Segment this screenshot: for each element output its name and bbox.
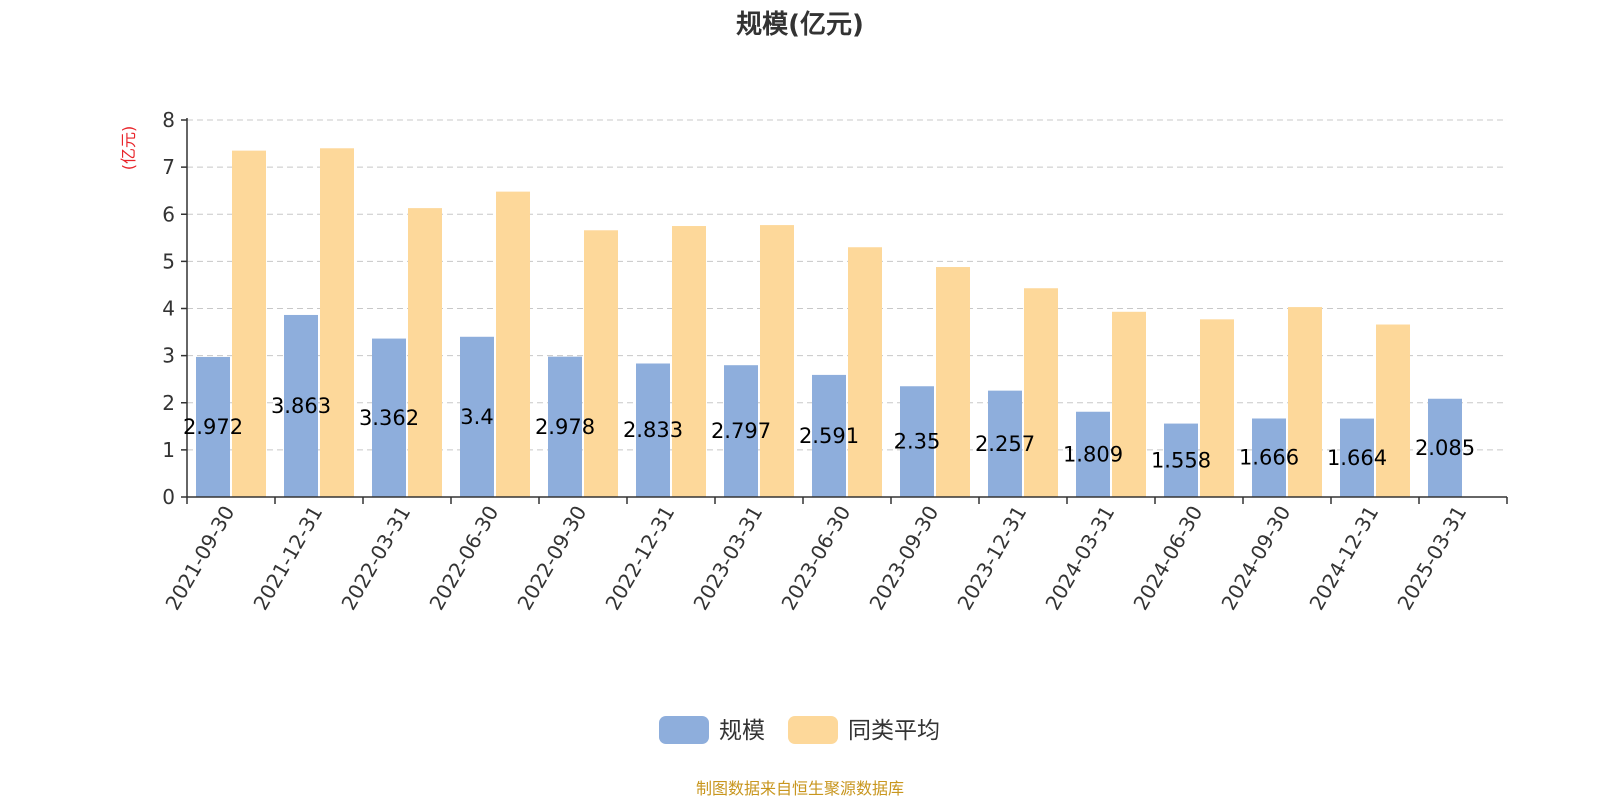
y-tick-label: 5 <box>162 249 175 273</box>
bar-data-label: 3.4 <box>460 405 493 429</box>
bar-data-label: 3.362 <box>359 406 419 430</box>
bar-peer-average[interactable] <box>408 208 442 497</box>
y-tick-label: 6 <box>162 202 175 226</box>
bar-scale[interactable] <box>196 356 230 497</box>
bar-data-label: 2.797 <box>711 419 771 443</box>
bar-data-label: 1.664 <box>1327 446 1387 470</box>
x-tick-label: 2024-09-30 <box>1216 502 1295 615</box>
legend-item-peer-average[interactable]: 同类平均 <box>788 716 940 744</box>
y-tick-label: 8 <box>162 108 175 132</box>
x-tick-label: 2025-03-31 <box>1392 502 1471 615</box>
x-tick-label: 2021-09-30 <box>160 502 239 615</box>
bar-data-label: 2.085 <box>1415 436 1475 460</box>
x-tick-label: 2021-12-31 <box>248 502 327 615</box>
x-tick-label: 2024-03-31 <box>1040 502 1119 615</box>
bars <box>196 148 1462 497</box>
legend-item-scale[interactable]: 规模 <box>659 716 765 744</box>
bar-peer-average[interactable] <box>760 225 794 497</box>
source-note: 制图数据来自恒生聚源数据库 <box>696 779 904 798</box>
x-tick-label: 2022-06-30 <box>424 502 503 615</box>
bar-scale[interactable] <box>548 356 582 497</box>
bar-peer-average[interactable] <box>848 247 882 497</box>
bar-data-label: 2.35 <box>894 430 941 454</box>
y-tick-label: 7 <box>162 155 175 179</box>
bar-data-label: 3.863 <box>271 394 331 418</box>
grid-lines <box>187 119 1507 451</box>
bar-scale[interactable] <box>1252 418 1286 497</box>
bar-scale[interactable] <box>1164 423 1198 497</box>
bar-peer-average[interactable] <box>1376 324 1410 497</box>
bar-scale[interactable] <box>1340 418 1374 497</box>
legend-label: 规模 <box>719 718 765 744</box>
bar-scale[interactable] <box>812 374 846 497</box>
x-tick-label: 2023-12-31 <box>952 502 1031 615</box>
bar-peer-average[interactable] <box>496 191 530 497</box>
bar-peer-average[interactable] <box>1200 319 1234 497</box>
bar-peer-average[interactable] <box>584 230 618 497</box>
bar-scale[interactable] <box>724 365 758 497</box>
legend-label: 同类平均 <box>848 718 940 744</box>
y-tick-label: 1 <box>162 438 175 462</box>
bar-data-label: 2.257 <box>975 432 1035 456</box>
bar-scale[interactable] <box>372 338 406 497</box>
bar-data-label: 2.978 <box>535 415 595 439</box>
legend-swatch <box>788 716 838 744</box>
bar-scale[interactable] <box>1428 398 1462 497</box>
bar-data-label: 1.666 <box>1239 446 1299 470</box>
y-tick-label: 0 <box>162 485 175 509</box>
x-tick-label: 2023-09-30 <box>864 502 943 615</box>
bar-scale[interactable] <box>636 363 670 497</box>
bar-data-label: 1.558 <box>1151 448 1211 472</box>
bar-peer-average[interactable] <box>672 226 706 497</box>
y-tick-label: 3 <box>162 344 175 368</box>
bar-labels: 2.972 3.863 3.362 3.4 2.978 2.833 2.797 2.591 2.… <box>183 394 1475 472</box>
y-tick-label: 4 <box>162 297 175 321</box>
x-tick-label: 2024-12-31 <box>1304 502 1383 615</box>
y-axis-label: (亿元) <box>119 126 138 171</box>
bar-scale[interactable] <box>460 336 494 497</box>
bar-peer-average[interactable] <box>1112 311 1146 497</box>
bar-peer-average[interactable] <box>232 150 266 497</box>
bar-scale[interactable] <box>988 390 1022 497</box>
bar-peer-average[interactable] <box>320 148 354 497</box>
bar-peer-average[interactable] <box>1024 288 1058 497</box>
bar-data-label: 2.833 <box>623 418 683 442</box>
bar-peer-average[interactable] <box>936 267 970 497</box>
x-tick-label: 2022-12-31 <box>600 502 679 615</box>
x-tick-label: 2023-06-30 <box>776 502 855 615</box>
bar-peer-average[interactable] <box>1288 307 1322 497</box>
bar-data-label: 2.591 <box>799 424 859 448</box>
legend[interactable]: 规模 同类平均 <box>659 716 940 744</box>
bar-data-label: 2.972 <box>183 415 243 439</box>
chart-title: 规模(亿元) <box>736 10 864 40</box>
legend-swatch <box>659 716 709 744</box>
x-tick-label: 2024-06-30 <box>1128 502 1207 615</box>
bar-data-label: 1.809 <box>1063 442 1123 466</box>
y-tick-label: 2 <box>162 391 175 415</box>
x-tick-label: 2022-03-31 <box>336 502 415 615</box>
bar-scale[interactable] <box>284 314 318 497</box>
bar-scale[interactable] <box>900 386 934 497</box>
x-tick-label: 2023-03-31 <box>688 502 767 615</box>
bar-scale[interactable] <box>1076 411 1110 497</box>
x-tick-label: 2022-09-30 <box>512 502 591 615</box>
